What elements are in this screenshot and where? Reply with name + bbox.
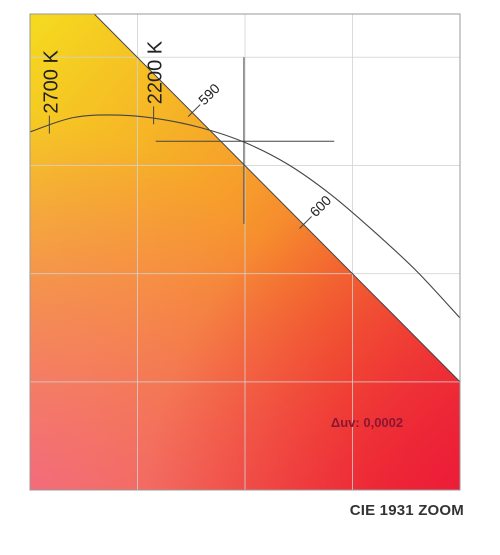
plot-frame	[29, 13, 461, 491]
chart-title: CIE 1931 ZOOM	[349, 502, 464, 519]
wavelength-tick	[299, 216, 312, 229]
wavelength-tick	[187, 104, 201, 117]
plot-area	[30, 14, 460, 490]
cct-tick-label: 2700 K	[40, 50, 62, 114]
chart-lines	[30, 14, 460, 383]
spectral-locus-line	[93, 14, 460, 383]
delta-uv-annotation: Δuv: 0,0002	[331, 415, 403, 430]
cct-tick-label: 2200 K	[145, 40, 167, 104]
planckian-locus-curve	[30, 114, 460, 319]
